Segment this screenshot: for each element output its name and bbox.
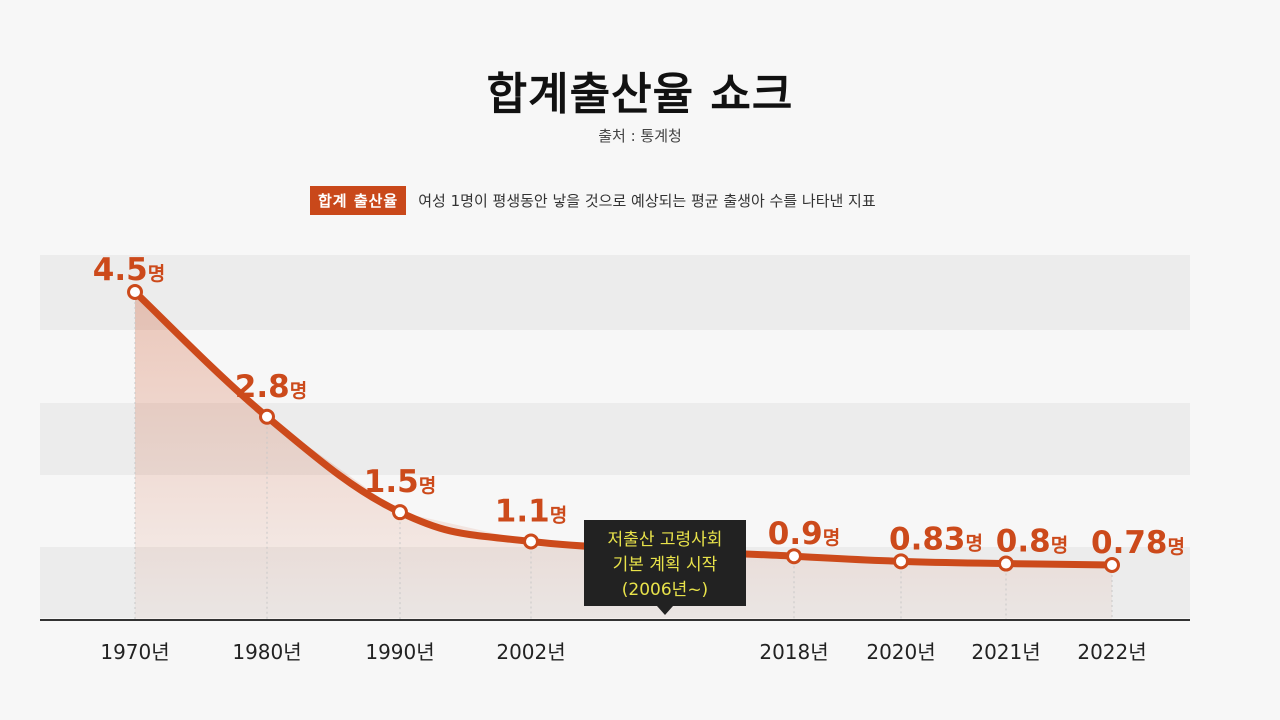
annotation-line: 저출산 고령사회 (608, 530, 723, 550)
chart-title: 합계출산율 쇼크 (486, 69, 794, 120)
area-fill (135, 292, 1112, 620)
data-label: 0.9명 (768, 516, 840, 552)
annotation-line: (2006년~) (622, 580, 708, 600)
data-point (893, 553, 909, 570)
x-tick-label: 2002년 (496, 640, 565, 664)
source-text: 출처 : 통계청 (598, 127, 682, 145)
data-label: 4.5명 (93, 252, 165, 288)
data-point (392, 504, 408, 521)
x-tick-label: 2018년 (759, 640, 828, 664)
data-label: 0.8명 (996, 524, 1068, 560)
x-tick-label: 1980년 (232, 640, 301, 664)
data-label: 1.1명 (495, 494, 567, 530)
annotation-box (584, 520, 746, 606)
data-point (127, 284, 143, 300)
data-label: 2.8명 (235, 369, 307, 405)
definition-badge: 합계 출산율 (310, 185, 407, 215)
annotation-line: 기본 계획 시작 (613, 555, 718, 575)
data-point (998, 555, 1014, 572)
grid-band (40, 255, 1190, 330)
annotation-pointer (657, 606, 673, 615)
x-tick-label: 1990년 (365, 640, 434, 664)
data-point (1104, 557, 1120, 573)
data-label: 0.83명 (889, 521, 983, 557)
definition-text: 여성 1명이 평생동안 낳을 것으로 예상되는 평균 출생아 수를 나타낸 지표 (418, 191, 876, 210)
x-tick-label: 1970년 (100, 640, 169, 664)
data-point (523, 533, 539, 550)
x-tick-label: 2020년 (866, 640, 935, 664)
data-point (259, 408, 275, 425)
x-tick-label: 2021년 (971, 640, 1040, 664)
x-tick-label: 2022년 (1077, 640, 1146, 664)
data-label: 1.5명 (364, 464, 436, 500)
data-point (786, 548, 802, 565)
data-label: 0.78명 (1091, 525, 1185, 561)
definition-row: 합계 출산율 여성 1명이 평생동안 낳을 것으로 예상되는 평균 출생아 수를… (310, 185, 876, 215)
